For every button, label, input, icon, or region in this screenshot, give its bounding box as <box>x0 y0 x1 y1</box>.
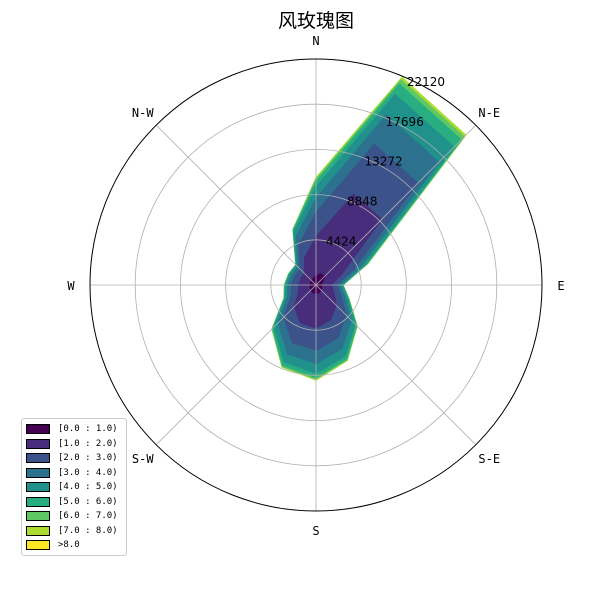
legend-swatch <box>26 525 50 536</box>
legend-swatch <box>26 424 50 435</box>
grid-spoke-7 <box>155 124 317 286</box>
legend-label: >8.0 <box>58 540 80 551</box>
legend-label: [6.0 : 7.0) <box>58 511 118 522</box>
legend-swatch <box>26 453 50 464</box>
legend-item: [2.0 : 3.0) <box>22 451 126 466</box>
legend-item: [0.0 : 1.0) <box>22 422 126 437</box>
legend-swatch <box>26 511 50 522</box>
legend-swatch <box>26 482 50 493</box>
legend-swatch <box>26 540 50 551</box>
legend-item: [5.0 : 6.0) <box>22 495 126 510</box>
legend-item: [1.0 : 2.0) <box>22 437 126 452</box>
legend-label: [2.0 : 3.0) <box>58 453 118 464</box>
grid-spoke-1 <box>315 124 477 286</box>
radial-tick-label: 17696 <box>386 115 424 129</box>
direction-label-E: E <box>557 279 564 293</box>
legend: [0.0 : 1.0) [1.0 : 2.0) [2.0 : 3.0) [3.0 : … <box>21 418 127 556</box>
legend-label: [0.0 : 1.0) <box>58 424 118 435</box>
chart-title: 风玫瑰图 <box>278 10 354 32</box>
legend-label: [3.0 : 4.0) <box>58 467 118 478</box>
legend-swatch <box>26 438 50 449</box>
radial-tick-label: 4424 <box>326 235 357 249</box>
legend-item: [6.0 : 7.0) <box>22 509 126 524</box>
direction-label-S-W: S-W <box>132 452 154 466</box>
direction-label-W: W <box>67 279 75 293</box>
direction-label-S-E: S-E <box>478 452 500 466</box>
legend-label: [7.0 : 8.0) <box>58 525 118 536</box>
legend-label: [1.0 : 2.0) <box>58 438 118 449</box>
grid-spoke-5 <box>155 284 317 446</box>
direction-label-S: S <box>312 524 319 538</box>
direction-label-N-E: N-E <box>478 106 500 120</box>
legend-swatch <box>26 467 50 478</box>
direction-label-N-W: N-W <box>132 106 154 120</box>
legend-label: [5.0 : 6.0) <box>58 496 118 507</box>
outer-ring <box>89 58 543 512</box>
direction-label-N: N <box>312 34 319 48</box>
legend-label: [4.0 : 5.0) <box>58 482 118 493</box>
radial-tick-label: 22120 <box>407 75 445 89</box>
radial-tick-label: 13272 <box>364 155 402 169</box>
legend-item: [4.0 : 5.0) <box>22 480 126 495</box>
legend-item: >8.0 <box>22 538 126 553</box>
grid-spoke-3 <box>315 284 477 446</box>
legend-item: [7.0 : 8.0) <box>22 524 126 539</box>
legend-swatch <box>26 496 50 507</box>
radial-tick-label: 8848 <box>347 195 378 209</box>
legend-item: [3.0 : 4.0) <box>22 466 126 481</box>
